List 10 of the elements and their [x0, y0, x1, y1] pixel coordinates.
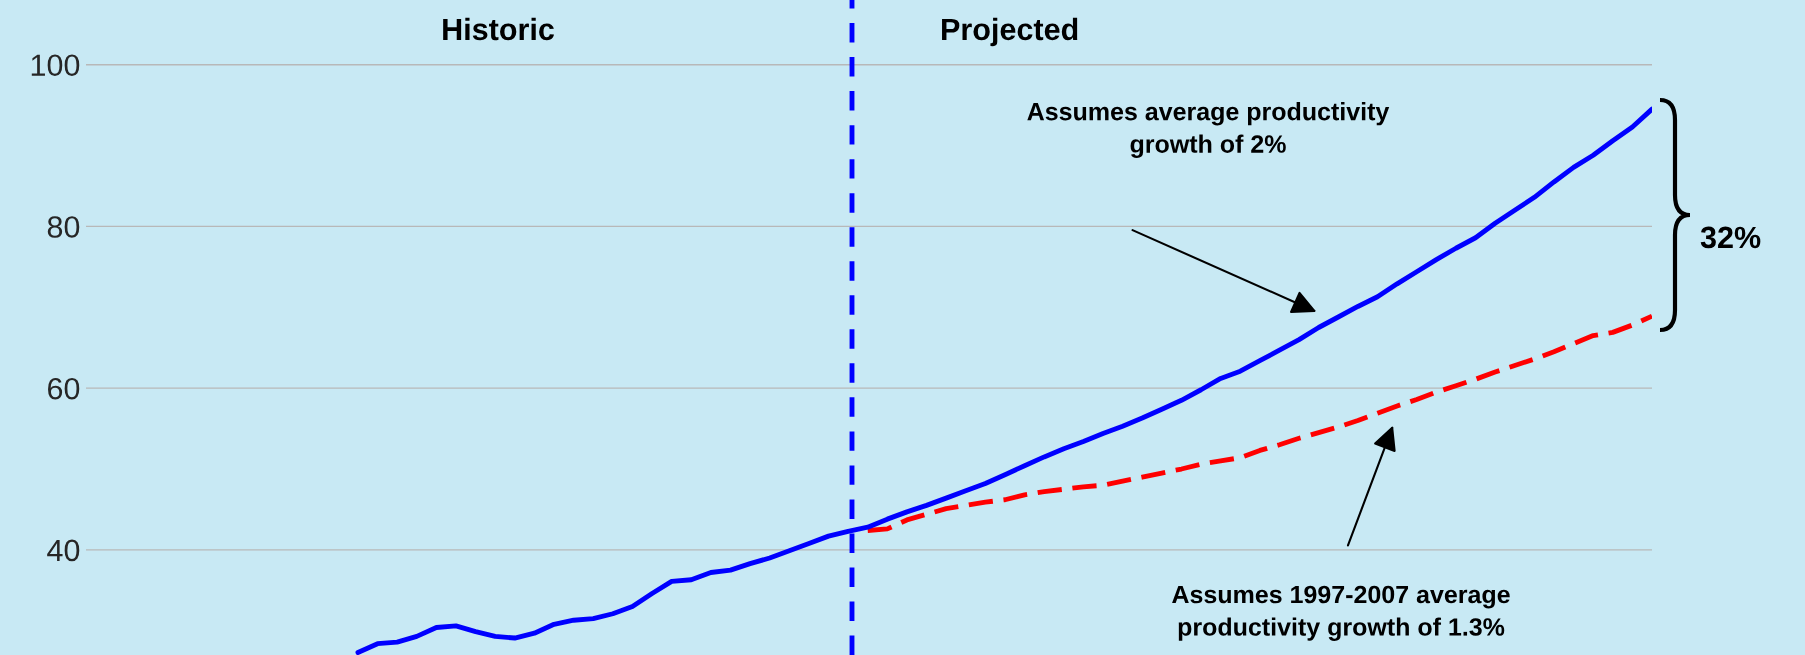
y-tick-label: 40 [47, 539, 80, 562]
y-tick-label: 100 [31, 54, 80, 77]
line-series [865, 313, 1652, 533]
annotation: Historic [443, 17, 554, 41]
annotation: Projected [942, 17, 1078, 47]
annotation: Assumes 1997-2007 average productivity growth of 1.3% [1172, 585, 1510, 641]
annotation: Assumes average productivity growth of 2% [1027, 102, 1390, 158]
y-tick-label: 80 [47, 216, 80, 238]
text: 32% [1700, 226, 1761, 249]
y-tick-label: 60 [48, 377, 80, 400]
